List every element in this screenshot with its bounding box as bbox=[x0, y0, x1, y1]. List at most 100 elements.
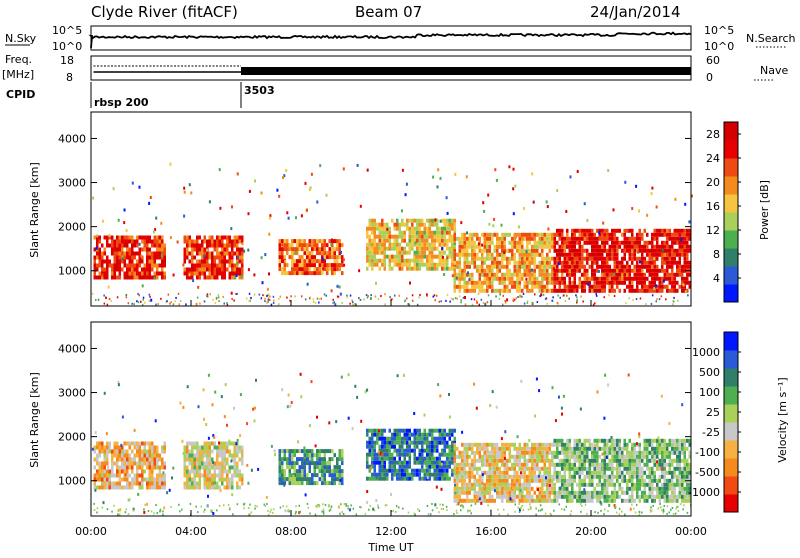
heat-cell bbox=[449, 227, 452, 231]
heat-cell bbox=[281, 247, 284, 251]
heat-cell bbox=[434, 437, 437, 441]
heat-cell bbox=[114, 442, 117, 446]
heat-cell bbox=[119, 248, 122, 252]
heat-cell bbox=[606, 257, 609, 261]
heat-cell bbox=[459, 261, 462, 265]
heat-cell bbox=[164, 260, 167, 264]
heat-cell bbox=[102, 220, 104, 223]
heat-cell bbox=[514, 447, 517, 451]
heat-cell bbox=[661, 229, 664, 233]
heat-cell bbox=[389, 263, 392, 267]
heat-cell bbox=[99, 450, 102, 454]
heat-cell bbox=[466, 443, 469, 447]
heat-cell bbox=[366, 231, 369, 235]
heat-cell bbox=[684, 237, 687, 241]
heat-cell bbox=[471, 249, 474, 253]
date-label: 24/Jan/2014 bbox=[590, 3, 681, 21]
heat-cell bbox=[161, 272, 164, 276]
heat-cell bbox=[199, 303, 201, 305]
heat-cell bbox=[581, 455, 584, 459]
heat-cell bbox=[624, 269, 627, 273]
heat-cell bbox=[466, 253, 469, 257]
heat-cell bbox=[196, 482, 199, 486]
freq-tick-top: 18 bbox=[60, 54, 74, 67]
heat-cell bbox=[281, 255, 284, 259]
heat-cell bbox=[494, 249, 497, 253]
heat-cell bbox=[541, 257, 544, 261]
heat-cell bbox=[474, 253, 477, 257]
heat-cell bbox=[604, 265, 607, 269]
heat-cell bbox=[586, 471, 589, 475]
heat-cell bbox=[561, 229, 564, 233]
heat-cell bbox=[154, 462, 157, 466]
heat-cell bbox=[469, 253, 472, 257]
heat-cell bbox=[466, 487, 469, 491]
heat-cell bbox=[124, 264, 127, 268]
heat-cell bbox=[489, 487, 492, 491]
heat-cell bbox=[119, 458, 122, 462]
heat-cell bbox=[394, 295, 396, 297]
heat-cell bbox=[186, 450, 189, 454]
heat-cell bbox=[489, 265, 492, 269]
heat-cell bbox=[666, 241, 669, 245]
heat-cell bbox=[429, 247, 432, 251]
heat-cell bbox=[396, 473, 399, 477]
heat-cell bbox=[121, 458, 124, 462]
heat-cell bbox=[424, 231, 427, 235]
heat-cell bbox=[134, 478, 137, 482]
heat-cell bbox=[411, 223, 414, 227]
heat-cell bbox=[114, 268, 117, 272]
heat-cell bbox=[374, 477, 377, 481]
heat-cell bbox=[611, 289, 614, 293]
heat-cell bbox=[591, 273, 594, 277]
heat-cell bbox=[309, 449, 312, 453]
heat-cell bbox=[404, 433, 407, 437]
heat-cell bbox=[231, 486, 234, 490]
heat-cell bbox=[96, 454, 99, 458]
heat-cell bbox=[134, 264, 137, 268]
heat-cell bbox=[94, 482, 97, 486]
heat-cell bbox=[196, 252, 199, 256]
nsearch-label: N.Search bbox=[746, 32, 796, 45]
heat-cell bbox=[649, 289, 652, 293]
heat-cell bbox=[199, 260, 202, 264]
heat-cell bbox=[594, 249, 597, 253]
heat-cell bbox=[606, 237, 609, 241]
heat-cell bbox=[194, 272, 197, 276]
heat-cell bbox=[586, 277, 589, 281]
heat-cell bbox=[124, 450, 127, 454]
heat-cell bbox=[554, 257, 557, 261]
heat-cell bbox=[484, 261, 487, 265]
heat-cell bbox=[311, 477, 314, 481]
heat-cell bbox=[281, 243, 283, 246]
heat-cell bbox=[561, 447, 564, 451]
heat-cell bbox=[285, 169, 287, 172]
heat-cell bbox=[306, 461, 309, 465]
heat-cell bbox=[126, 236, 129, 240]
heat-cell bbox=[661, 439, 664, 443]
heat-cell bbox=[604, 471, 607, 475]
heat-cell bbox=[436, 449, 439, 453]
heat-cell bbox=[386, 223, 389, 227]
heat-cell bbox=[559, 285, 562, 289]
heat-cell bbox=[186, 442, 189, 446]
heat-cell bbox=[664, 273, 667, 277]
heat-cell bbox=[314, 465, 317, 469]
heat-cell bbox=[389, 457, 392, 461]
heat-cell bbox=[289, 449, 292, 453]
heat-cell bbox=[459, 249, 462, 253]
heat-cell bbox=[489, 467, 492, 471]
heat-cell bbox=[406, 477, 409, 481]
heat-cell bbox=[661, 459, 664, 463]
heat-cell bbox=[651, 455, 654, 459]
heat-cell bbox=[609, 269, 612, 273]
heat-cell bbox=[576, 249, 579, 253]
heat-cell bbox=[541, 245, 544, 249]
heat-cell bbox=[391, 469, 394, 473]
heat-cell bbox=[154, 260, 157, 264]
heat-cell bbox=[531, 459, 534, 463]
heat-cell bbox=[98, 299, 100, 301]
heat-cell bbox=[99, 276, 102, 280]
heat-cell bbox=[524, 237, 527, 241]
heat-cell bbox=[231, 272, 234, 276]
